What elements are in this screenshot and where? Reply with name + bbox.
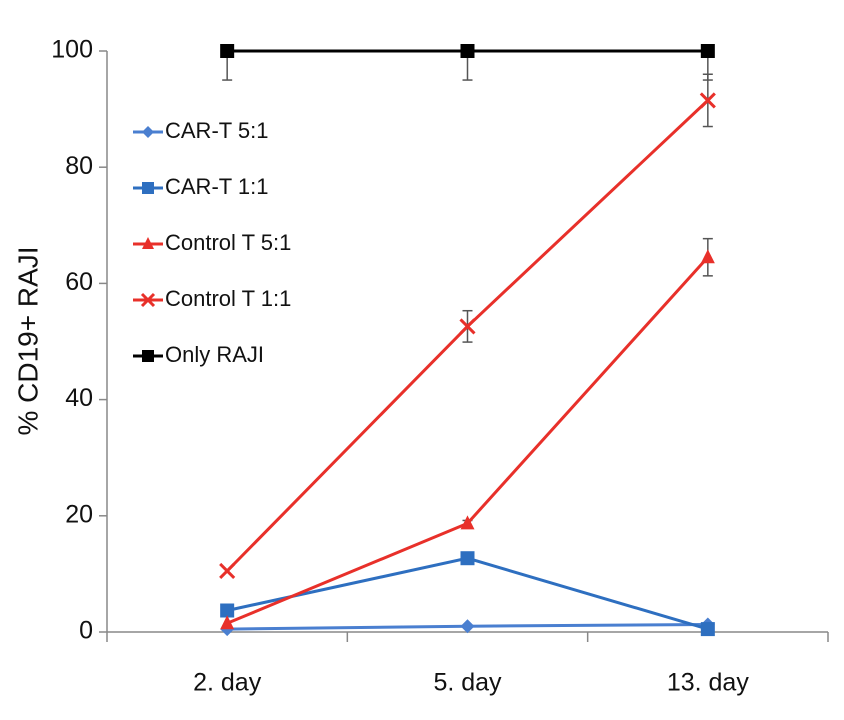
point <box>700 622 715 637</box>
legend-label: Control T 5:1 <box>165 230 291 255</box>
legend-marker <box>142 182 154 194</box>
point <box>220 603 235 618</box>
point <box>460 551 475 566</box>
point <box>219 562 236 580</box>
legend-marker <box>142 350 154 362</box>
y-tick-label: 0 <box>79 617 93 645</box>
y-tick-label: 60 <box>65 268 93 296</box>
legend-marker <box>142 126 154 138</box>
point <box>699 92 716 109</box>
legend-marker <box>142 237 154 249</box>
point <box>460 515 475 530</box>
legend-label: CAR-T 5:1 <box>165 118 269 143</box>
x-tick-label: 5. day <box>433 669 502 697</box>
y-tick-label: 80 <box>65 152 93 180</box>
point <box>220 44 235 58</box>
legend-label: Control T 1:1 <box>165 286 291 311</box>
legend-label: Only RAJI <box>165 342 264 367</box>
point <box>700 249 715 264</box>
x-tick-label: 13. day <box>667 669 750 697</box>
legend-marker <box>140 292 156 308</box>
legend-label: CAR-T 1:1 <box>165 174 269 199</box>
y-tick-label: 20 <box>65 500 93 528</box>
y-tick-label: 100 <box>51 36 93 64</box>
point <box>460 619 475 634</box>
y-axis-label: % CD19+ RAJI <box>12 246 43 435</box>
point <box>220 615 235 630</box>
point <box>700 44 715 58</box>
point <box>460 44 475 58</box>
y-tick-label: 40 <box>65 384 93 412</box>
x-tick-label: 2. day <box>193 669 262 697</box>
point <box>459 318 476 335</box>
